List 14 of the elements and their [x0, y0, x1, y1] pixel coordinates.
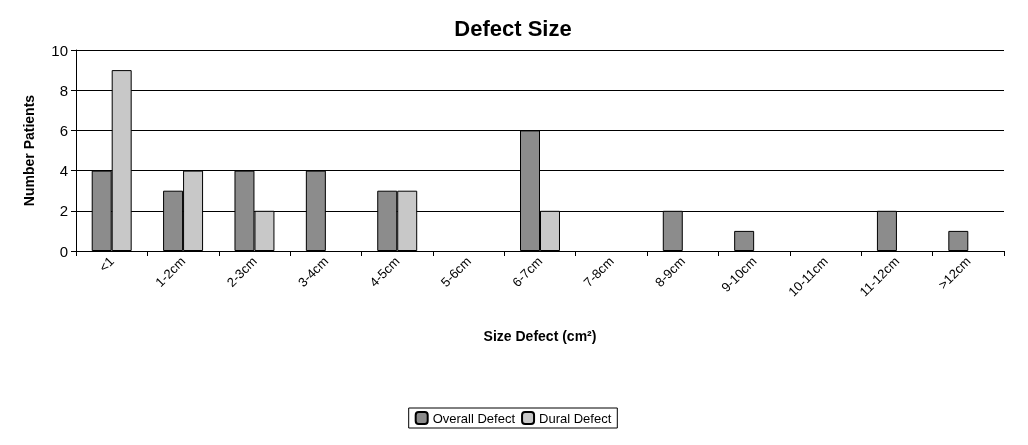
x-tick-label: <1: [95, 253, 117, 275]
bar: [948, 230, 969, 251]
bar: [734, 230, 755, 251]
legend-label: Overall Defect: [432, 410, 516, 426]
y-tick-label: 6: [59, 121, 68, 139]
y-tick-label: 2: [59, 202, 68, 220]
y-tick-label: 0: [59, 242, 68, 260]
y-tick-label: 10: [51, 41, 68, 59]
y-tick-label: 4: [59, 162, 68, 180]
legend-label: Dural Defect: [539, 410, 612, 426]
y-tick-label: 8: [59, 81, 68, 99]
y-axis-title: Number Patients: [21, 94, 37, 207]
chart-title: Defect Size: [454, 15, 572, 41]
x-axis-title: Size Defect (cm²): [483, 328, 597, 344]
